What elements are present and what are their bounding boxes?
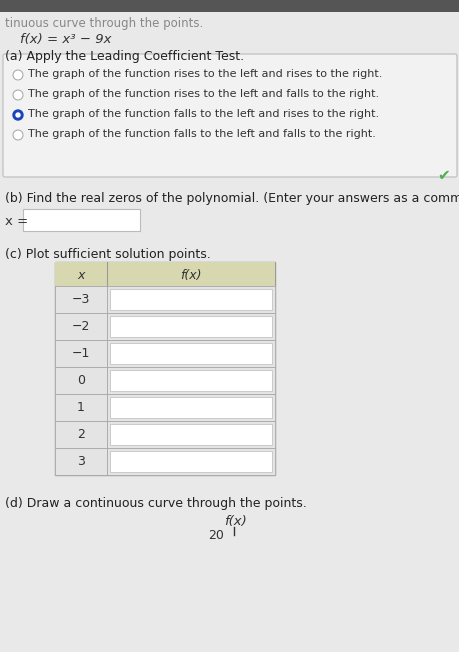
Text: (b) Find the real zeros of the polynomial. (Enter your answers as a comm: (b) Find the real zeros of the polynomia… [5,192,459,205]
FancyBboxPatch shape [110,397,271,418]
FancyBboxPatch shape [23,209,140,231]
FancyBboxPatch shape [0,0,459,12]
Text: The graph of the function rises to the left and falls to the right.: The graph of the function rises to the l… [28,89,378,99]
FancyBboxPatch shape [110,289,271,310]
Text: (c) Plot sufficient solution points.: (c) Plot sufficient solution points. [5,248,210,261]
Text: x: x [77,269,84,282]
FancyBboxPatch shape [55,340,107,367]
Text: 20: 20 [207,529,224,542]
Text: 0: 0 [77,374,85,387]
FancyBboxPatch shape [3,54,456,177]
FancyBboxPatch shape [55,367,107,394]
Text: The graph of the function falls to the left and rises to the right.: The graph of the function falls to the l… [28,109,378,119]
FancyBboxPatch shape [0,12,459,652]
FancyBboxPatch shape [110,316,271,337]
Text: 1: 1 [77,401,85,414]
FancyBboxPatch shape [55,448,107,475]
Text: (a) Apply the Leading Coefficient Test.: (a) Apply the Leading Coefficient Test. [5,50,244,63]
FancyBboxPatch shape [107,421,274,448]
Text: 2: 2 [77,428,85,441]
FancyBboxPatch shape [55,262,274,286]
FancyBboxPatch shape [107,313,274,340]
Text: f(x) = x³ − 9x: f(x) = x³ − 9x [20,33,111,46]
FancyBboxPatch shape [110,370,271,391]
Text: tinuous curve through the points.: tinuous curve through the points. [5,17,203,30]
Text: ✔: ✔ [437,168,449,183]
Text: f(x): f(x) [180,269,202,282]
FancyBboxPatch shape [107,286,274,313]
Text: −2: −2 [72,320,90,333]
Circle shape [13,130,23,140]
Text: −1: −1 [72,347,90,360]
FancyBboxPatch shape [107,367,274,394]
FancyBboxPatch shape [55,286,107,313]
FancyBboxPatch shape [55,313,107,340]
FancyBboxPatch shape [55,262,274,475]
FancyBboxPatch shape [110,451,271,472]
Text: x =: x = [5,215,28,228]
Text: (d) Draw a continuous curve through the points.: (d) Draw a continuous curve through the … [5,497,306,510]
FancyBboxPatch shape [55,421,107,448]
Text: The graph of the function falls to the left and falls to the right.: The graph of the function falls to the l… [28,129,375,139]
Circle shape [13,110,23,120]
Circle shape [16,113,20,117]
Circle shape [13,90,23,100]
Text: 3: 3 [77,455,85,468]
FancyBboxPatch shape [55,394,107,421]
FancyBboxPatch shape [107,394,274,421]
Text: The graph of the function rises to the left and rises to the right.: The graph of the function rises to the l… [28,69,381,79]
FancyBboxPatch shape [110,424,271,445]
FancyBboxPatch shape [107,448,274,475]
FancyBboxPatch shape [107,340,274,367]
FancyBboxPatch shape [110,343,271,364]
Text: −3: −3 [72,293,90,306]
Text: f(x): f(x) [223,515,246,528]
Circle shape [13,70,23,80]
